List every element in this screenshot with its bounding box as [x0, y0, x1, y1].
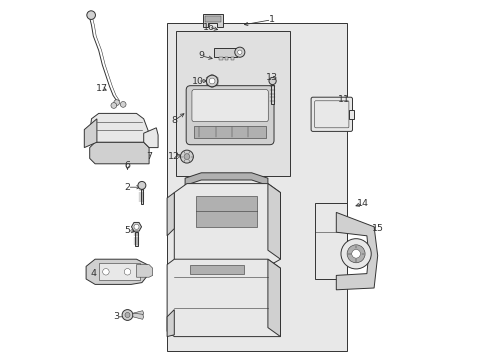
Polygon shape	[267, 259, 280, 337]
FancyBboxPatch shape	[310, 97, 352, 131]
Text: 8: 8	[171, 116, 177, 125]
Circle shape	[180, 150, 193, 163]
Text: 4: 4	[90, 269, 96, 278]
Text: 16: 16	[202, 22, 214, 31]
Text: 17: 17	[96, 84, 108, 93]
Circle shape	[234, 47, 244, 57]
Text: 1: 1	[268, 15, 274, 24]
Polygon shape	[213, 48, 237, 57]
Circle shape	[237, 50, 242, 54]
Bar	[135, 232, 137, 246]
Polygon shape	[131, 222, 141, 231]
Polygon shape	[86, 259, 149, 284]
Polygon shape	[185, 173, 267, 185]
Circle shape	[268, 77, 276, 85]
Circle shape	[206, 75, 218, 87]
Bar	[176, 31, 289, 176]
Circle shape	[183, 154, 189, 159]
Text: 11: 11	[337, 94, 349, 104]
Circle shape	[114, 100, 120, 105]
Text: 7: 7	[146, 152, 152, 161]
Polygon shape	[133, 313, 143, 319]
Polygon shape	[174, 184, 280, 266]
Circle shape	[138, 181, 145, 189]
Bar	[348, 110, 354, 119]
Polygon shape	[89, 142, 149, 164]
Bar	[270, 85, 273, 104]
Circle shape	[87, 11, 95, 19]
Bar	[99, 263, 140, 280]
Bar	[196, 196, 257, 227]
Bar	[224, 57, 228, 60]
Circle shape	[111, 103, 117, 108]
Bar	[219, 57, 222, 60]
Polygon shape	[167, 259, 280, 337]
Text: 3: 3	[113, 312, 120, 321]
Polygon shape	[336, 212, 377, 290]
Circle shape	[124, 269, 130, 275]
Circle shape	[125, 312, 130, 318]
Text: 2: 2	[124, 183, 130, 192]
Text: 14: 14	[357, 199, 368, 208]
Circle shape	[120, 102, 126, 107]
Polygon shape	[136, 265, 152, 277]
Polygon shape	[167, 310, 174, 337]
Bar	[204, 16, 220, 22]
Bar	[194, 126, 265, 138]
Circle shape	[209, 78, 215, 84]
Circle shape	[351, 249, 360, 258]
Circle shape	[102, 269, 109, 275]
Bar	[167, 23, 346, 351]
Circle shape	[122, 310, 133, 320]
Polygon shape	[84, 119, 97, 148]
Polygon shape	[167, 193, 174, 236]
FancyBboxPatch shape	[192, 90, 268, 122]
Text: 5: 5	[124, 226, 130, 235]
Polygon shape	[133, 311, 143, 317]
Circle shape	[340, 239, 370, 269]
FancyBboxPatch shape	[186, 86, 273, 145]
Text: 13: 13	[265, 73, 277, 82]
Polygon shape	[89, 113, 149, 142]
Polygon shape	[143, 128, 158, 148]
Text: 10: 10	[191, 77, 203, 85]
Circle shape	[346, 245, 365, 263]
Bar	[314, 203, 346, 279]
Text: 12: 12	[168, 152, 180, 161]
Text: 9: 9	[198, 51, 204, 60]
Text: 6: 6	[124, 161, 130, 170]
Bar	[230, 57, 234, 60]
Polygon shape	[267, 184, 280, 259]
Bar	[190, 265, 244, 274]
Text: 15: 15	[371, 224, 383, 233]
Circle shape	[134, 224, 139, 229]
Polygon shape	[203, 14, 223, 27]
Bar	[141, 189, 142, 204]
